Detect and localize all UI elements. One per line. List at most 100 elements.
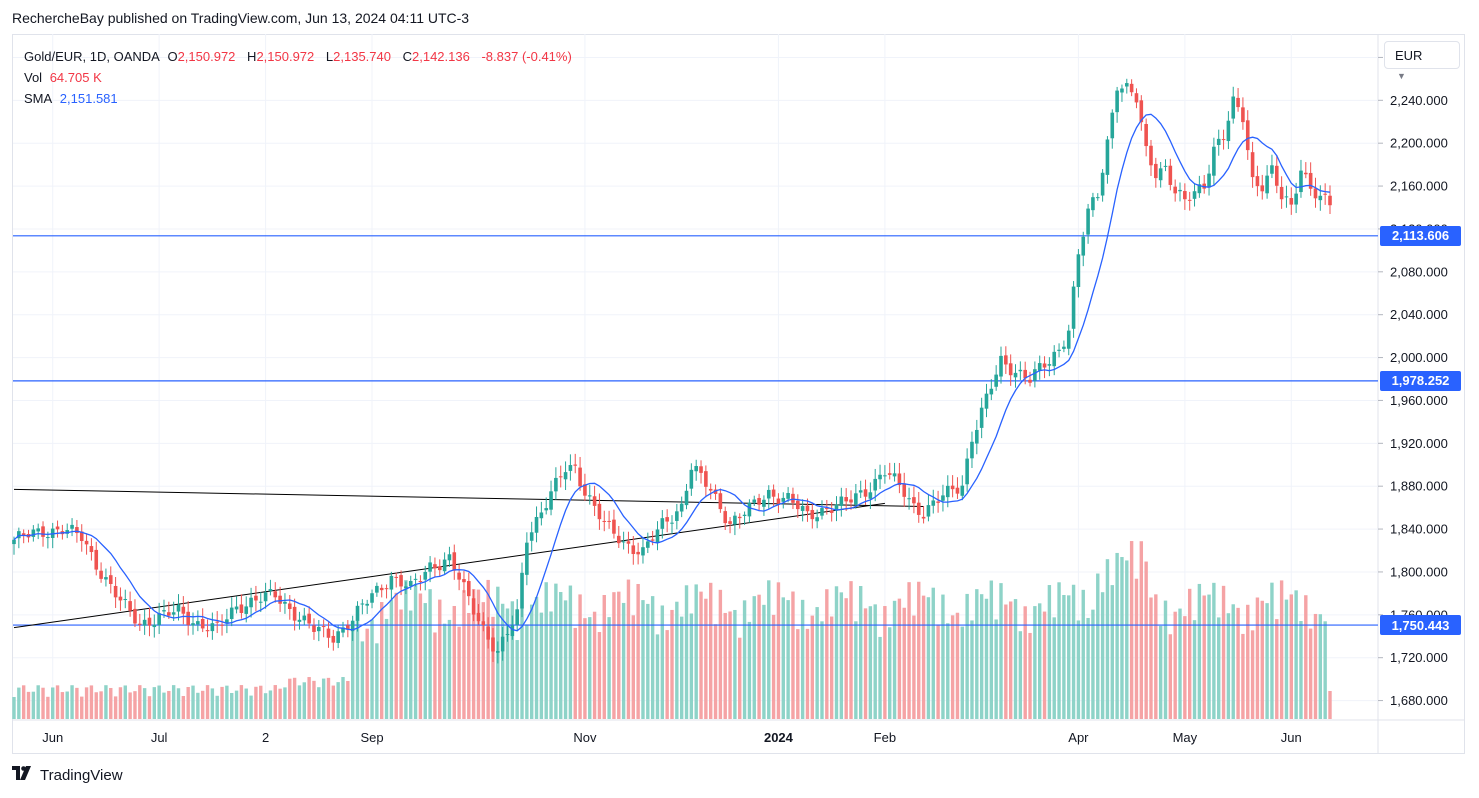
- volume-bar: [617, 591, 621, 719]
- volume-bar: [486, 579, 490, 719]
- candle-body: [616, 535, 621, 544]
- candle-body: [94, 549, 99, 570]
- volume-bar: [1120, 557, 1124, 719]
- volume-bar: [128, 692, 132, 719]
- x-tick-label: Sep: [360, 730, 383, 745]
- volume-bar: [1125, 560, 1129, 719]
- candle-body: [646, 541, 650, 548]
- volume-bar: [31, 691, 36, 719]
- candle-body: [1086, 208, 1090, 235]
- volume-bar: [259, 685, 263, 719]
- candle-body: [723, 511, 728, 524]
- volume-bar: [941, 594, 945, 719]
- volume-bar: [1004, 604, 1008, 719]
- candle-body: [84, 540, 89, 545]
- candle-body: [273, 591, 278, 598]
- volume-bar: [1129, 541, 1134, 719]
- x-tick-label: Nov: [573, 730, 597, 745]
- candle-body: [331, 635, 336, 643]
- volume-bar: [718, 589, 723, 719]
- candle-body: [844, 497, 848, 502]
- candle-body: [1192, 191, 1197, 199]
- symbol-label[interactable]: Gold/EUR, 1D, OANDA: [24, 49, 160, 64]
- candle-body: [999, 355, 1003, 377]
- price-level-tag[interactable]: 1,750.443: [1380, 615, 1461, 636]
- volume-bar: [365, 628, 369, 719]
- volume-bar: [157, 685, 161, 719]
- candle-body: [534, 516, 539, 533]
- candle-body: [287, 603, 292, 610]
- volume-bar: [849, 581, 853, 719]
- volume-bar: [534, 596, 539, 719]
- volume-row: Vol 64.705 K: [24, 67, 576, 88]
- candle-body: [118, 596, 123, 601]
- volume-bar: [428, 589, 432, 719]
- candle-body: [375, 585, 379, 593]
- candle-body: [921, 516, 926, 519]
- volume-bar: [602, 595, 606, 719]
- volume-bar: [471, 589, 476, 719]
- volume-bar: [1033, 606, 1037, 719]
- volume-bar: [805, 628, 810, 719]
- candle-body: [945, 485, 950, 498]
- candle-body: [941, 495, 945, 501]
- volume-bar: [723, 612, 727, 719]
- volume-bar: [1250, 630, 1255, 719]
- volume-bar: [796, 629, 800, 719]
- candle-body: [694, 466, 698, 472]
- candle-body: [868, 492, 873, 499]
- volume-bar: [1279, 580, 1284, 719]
- candle-body: [399, 575, 403, 587]
- volume-bar: [341, 677, 345, 719]
- volume-bar: [423, 603, 427, 719]
- candle-body: [665, 517, 669, 522]
- chart-pane[interactable]: [12, 34, 1465, 754]
- volume-bar: [220, 686, 224, 719]
- candle-body: [965, 458, 969, 485]
- volume-label: Vol: [24, 70, 43, 85]
- candle-body: [568, 465, 573, 471]
- volume-bar: [12, 697, 16, 719]
- price-level-tag[interactable]: 2,113.606: [1380, 225, 1461, 246]
- volume-bar: [234, 690, 239, 719]
- candle-body: [1197, 184, 1202, 194]
- currency-button[interactable]: EUR ▼: [1384, 41, 1460, 81]
- volume-bar: [529, 604, 534, 719]
- candle-body: [1274, 165, 1279, 186]
- volume-bar: [302, 682, 306, 719]
- candle-body: [370, 593, 374, 603]
- candle-body: [336, 631, 340, 643]
- candle-body: [529, 532, 534, 541]
- volume-bar: [1183, 616, 1187, 719]
- candle-body: [133, 608, 137, 624]
- volume-bar: [418, 593, 423, 719]
- volume-bar: [1173, 611, 1177, 719]
- volume-bar: [544, 582, 548, 719]
- candle-body: [321, 626, 326, 628]
- volume-bar: [167, 690, 171, 719]
- candle-body: [858, 490, 863, 493]
- volume-bar: [317, 687, 321, 719]
- price-level-tag[interactable]: 1,978.252: [1380, 370, 1461, 391]
- volume-bar: [742, 600, 747, 719]
- candle-body: [1299, 170, 1303, 193]
- volume-bar: [1134, 578, 1139, 719]
- candle-body: [428, 562, 432, 572]
- candle-body: [1260, 185, 1265, 192]
- volume-bar: [55, 685, 60, 719]
- candle-body: [254, 595, 258, 601]
- volume-bar: [1067, 595, 1071, 719]
- candle-body: [1313, 188, 1318, 199]
- volume-bar: [268, 690, 273, 719]
- candle-body: [1163, 165, 1168, 167]
- y-tick-label: 2,240.000: [1390, 93, 1448, 108]
- candle-body: [587, 495, 592, 497]
- candle-body: [225, 619, 229, 624]
- volume-bar: [109, 687, 113, 719]
- volume-bar: [283, 687, 287, 719]
- candle-body: [1062, 346, 1066, 349]
- candle-body: [394, 576, 399, 578]
- y-tick-label: 1,680.000: [1390, 693, 1448, 708]
- sma-label: SMA: [24, 91, 53, 106]
